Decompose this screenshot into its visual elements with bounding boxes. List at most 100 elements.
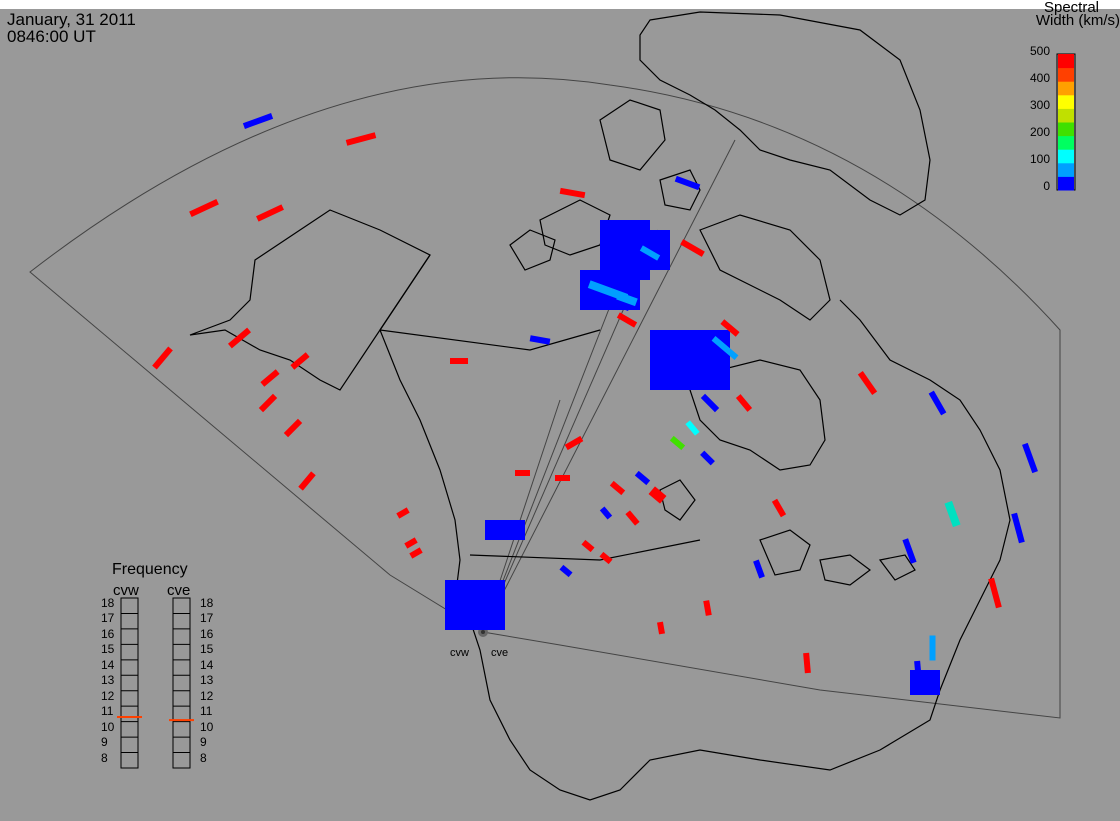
frequency-scale-label: 13 [101,673,115,688]
date-label: January, 31 2011 [7,10,136,29]
colorbar-title-line2: Width (km/s) [1035,12,1120,29]
scatter-echo [559,564,573,578]
scatter-echo [944,500,961,528]
frequency-scale-label: 18 [101,596,115,610]
scatter-echo [450,358,468,364]
colorbar-segment [1058,81,1074,96]
scatter-echo [396,507,410,519]
frequency-scale-label: 10 [101,719,115,734]
frequency-title: Frequency [112,561,188,578]
scatter-echo [581,539,595,553]
colorbar-segment [1058,94,1074,109]
scatter-echo [1022,442,1038,474]
scatter-echo [700,450,715,466]
scatter-echo [720,319,740,337]
scatter-echo [703,600,712,616]
scatter-echo [1011,512,1025,544]
frequency-scale-label: 8 [101,750,108,765]
scatter-echo [242,113,274,129]
colorbar-fill [1058,54,1074,191]
frequency-grid [121,597,190,754]
frequency-scale-label: 11 [200,704,213,719]
scatter-echo [256,204,284,222]
colorbar-segment [1058,135,1074,150]
scatter-echo [685,420,700,436]
colorbar-tick: 300 [1029,98,1050,112]
scatter-echoes [152,113,1038,695]
scatter-echo [409,547,423,559]
scatter-echo [674,175,701,191]
scatter-echo [657,621,665,635]
scatter-echo [559,187,586,199]
scatter-echo [298,471,316,491]
frequency-scale-label: 12 [200,688,214,703]
scatter-echo [735,394,753,412]
scatter-echo [700,393,720,413]
frequency-scale-label: 9 [101,735,108,750]
scatter-echo [189,198,219,218]
scatter-echo [857,371,878,395]
colorbar-title-line1: Spectral [1043,0,1099,16]
time-label: 0846:00 UT [7,27,96,46]
scatter-echo [599,506,613,520]
scatter-echo [445,580,505,630]
colorbar-segment [1058,122,1074,137]
scatter-echo [609,480,626,496]
frequency-scale-label: 13 [200,673,214,688]
frequency-scale-label: 15 [200,642,214,657]
scatter-echo [988,577,1002,609]
frequency-scale-label: 9 [200,735,207,750]
colorbar-tick: 200 [1029,125,1050,139]
scatter-echo [625,510,640,526]
scatter-echo [616,291,638,307]
scatter-echo [648,486,667,504]
scatter-echo [670,370,720,390]
colorbar-segment [1058,176,1074,191]
scatter-echo [258,393,278,413]
scatter-echo [910,670,940,695]
frequency-scale-label: 11 [101,704,114,719]
radar-label-cve: cve [491,647,509,659]
frequency-scale-label: 17 [200,611,214,626]
scatter-echo [485,520,525,540]
frequency-markers [117,716,194,722]
scatter-echo [555,475,570,481]
scatter-echo [616,312,638,328]
scatter-echo [669,435,686,451]
scatter-echo [260,369,280,387]
scatter-echo [599,295,631,311]
scatter-echo [914,660,922,682]
scatter-echo [283,418,303,438]
scatter-echo [902,538,917,564]
colorbar-tick: 400 [1029,71,1050,85]
frequency-scale-label: 8 [200,750,207,765]
scatter-echo [515,470,530,476]
scatter-echo [564,435,584,451]
radar-label-cvw: cvw [450,647,469,659]
scatter-echo [711,336,739,360]
coastlines [189,11,1011,801]
scatter-echo [529,335,551,345]
scatter-echo [404,537,418,549]
frequency-marker-cve [169,719,194,722]
frequency-marker-cvw [117,716,142,718]
colorbar-segment [1058,108,1074,123]
scatter-echo [680,239,705,257]
scatter-echo [152,346,173,370]
frequency-scale-label: 15 [101,642,115,657]
frequency-scale-label: 14 [200,657,214,672]
colorbar-segment [1058,149,1074,164]
field-of-view [29,77,1061,719]
frequency-scale-label: 16 [101,626,115,641]
scatter-echo [928,390,947,416]
frequency-scale-label: 17 [101,611,115,626]
scatter-echo [290,352,310,370]
colorbar-segment [1058,54,1074,69]
top-band [0,0,1120,9]
scatter-echo [929,635,936,661]
colorbar-segment [1058,162,1074,177]
frequency-radar-cvw-label: cvw [113,582,139,599]
scatter-echo [753,559,765,579]
frequency-radar-cve-label: cve [167,582,191,599]
